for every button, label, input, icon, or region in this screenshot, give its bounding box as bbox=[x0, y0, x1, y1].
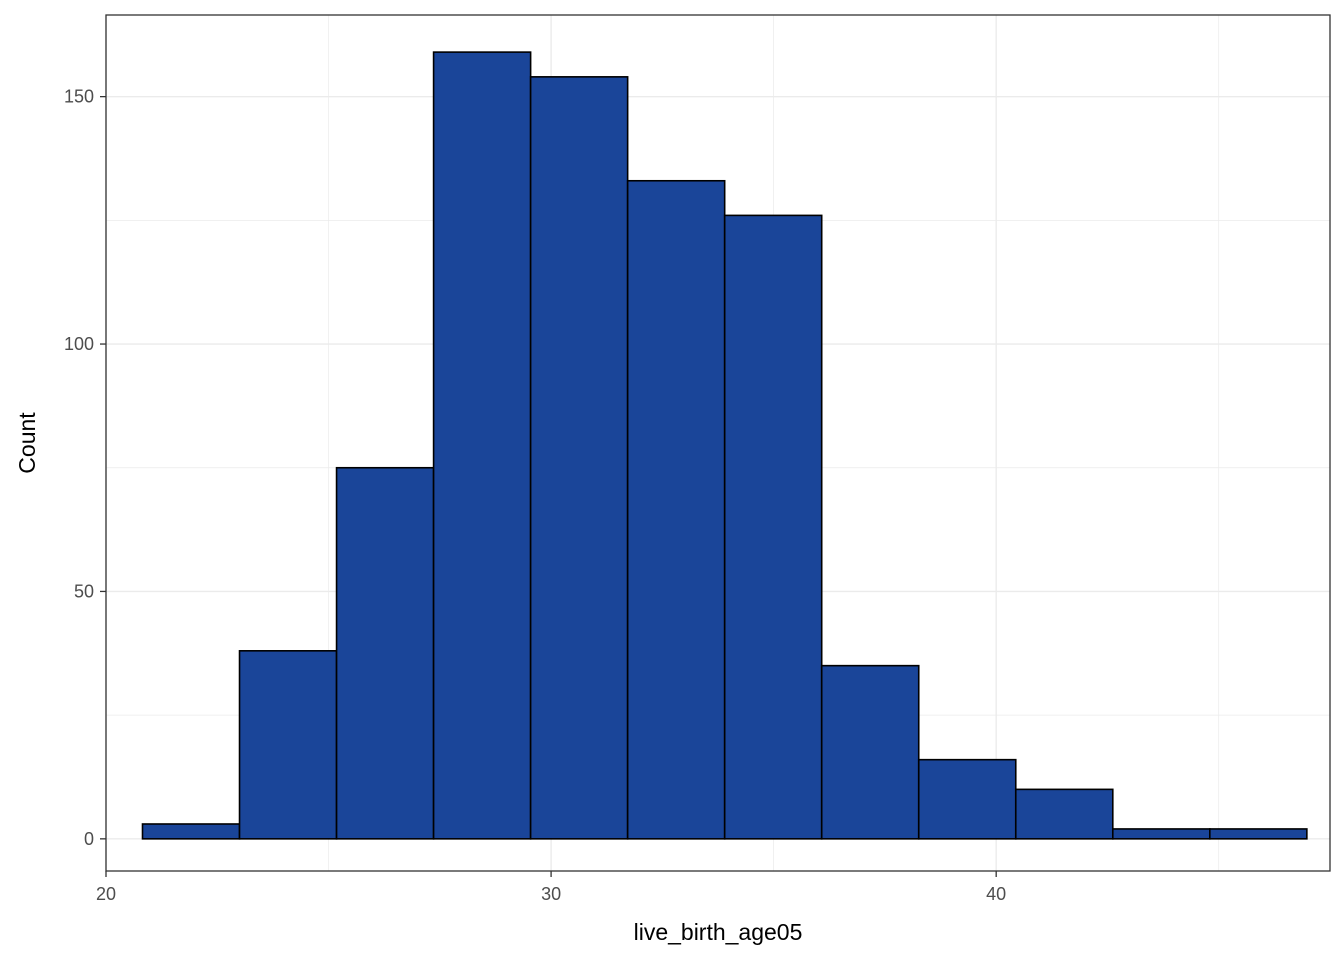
histogram-bar bbox=[335, 466, 435, 840]
histogram-bar bbox=[238, 650, 338, 840]
x-tick-label: 40 bbox=[986, 884, 1006, 904]
y-axis-title: Count bbox=[14, 412, 40, 474]
x-axis-title: live_birth_age05 bbox=[634, 919, 803, 945]
bars bbox=[141, 51, 1308, 840]
axes: 20 30 40 0 50 100 150 bbox=[64, 87, 1006, 904]
histogram-bar bbox=[1209, 828, 1308, 840]
histogram-bar bbox=[141, 823, 241, 840]
histogram-bar bbox=[1014, 788, 1114, 840]
panel-border bbox=[105, 14, 1331, 872]
y-tick-label: 150 bbox=[64, 87, 94, 107]
y-tick-label: 0 bbox=[84, 829, 94, 849]
x-tick-label: 20 bbox=[96, 884, 116, 904]
y-tick-label: 100 bbox=[64, 334, 94, 354]
histogram-bar bbox=[626, 179, 726, 840]
histogram-bar bbox=[1111, 828, 1211, 840]
histogram-bar bbox=[917, 758, 1017, 840]
histogram-bar bbox=[723, 214, 823, 840]
y-tick-label: 50 bbox=[74, 581, 94, 601]
histogram-bar bbox=[432, 51, 532, 840]
histogram-bar bbox=[820, 664, 920, 840]
x-tick-label: 30 bbox=[541, 884, 561, 904]
histogram-bar bbox=[529, 76, 629, 840]
